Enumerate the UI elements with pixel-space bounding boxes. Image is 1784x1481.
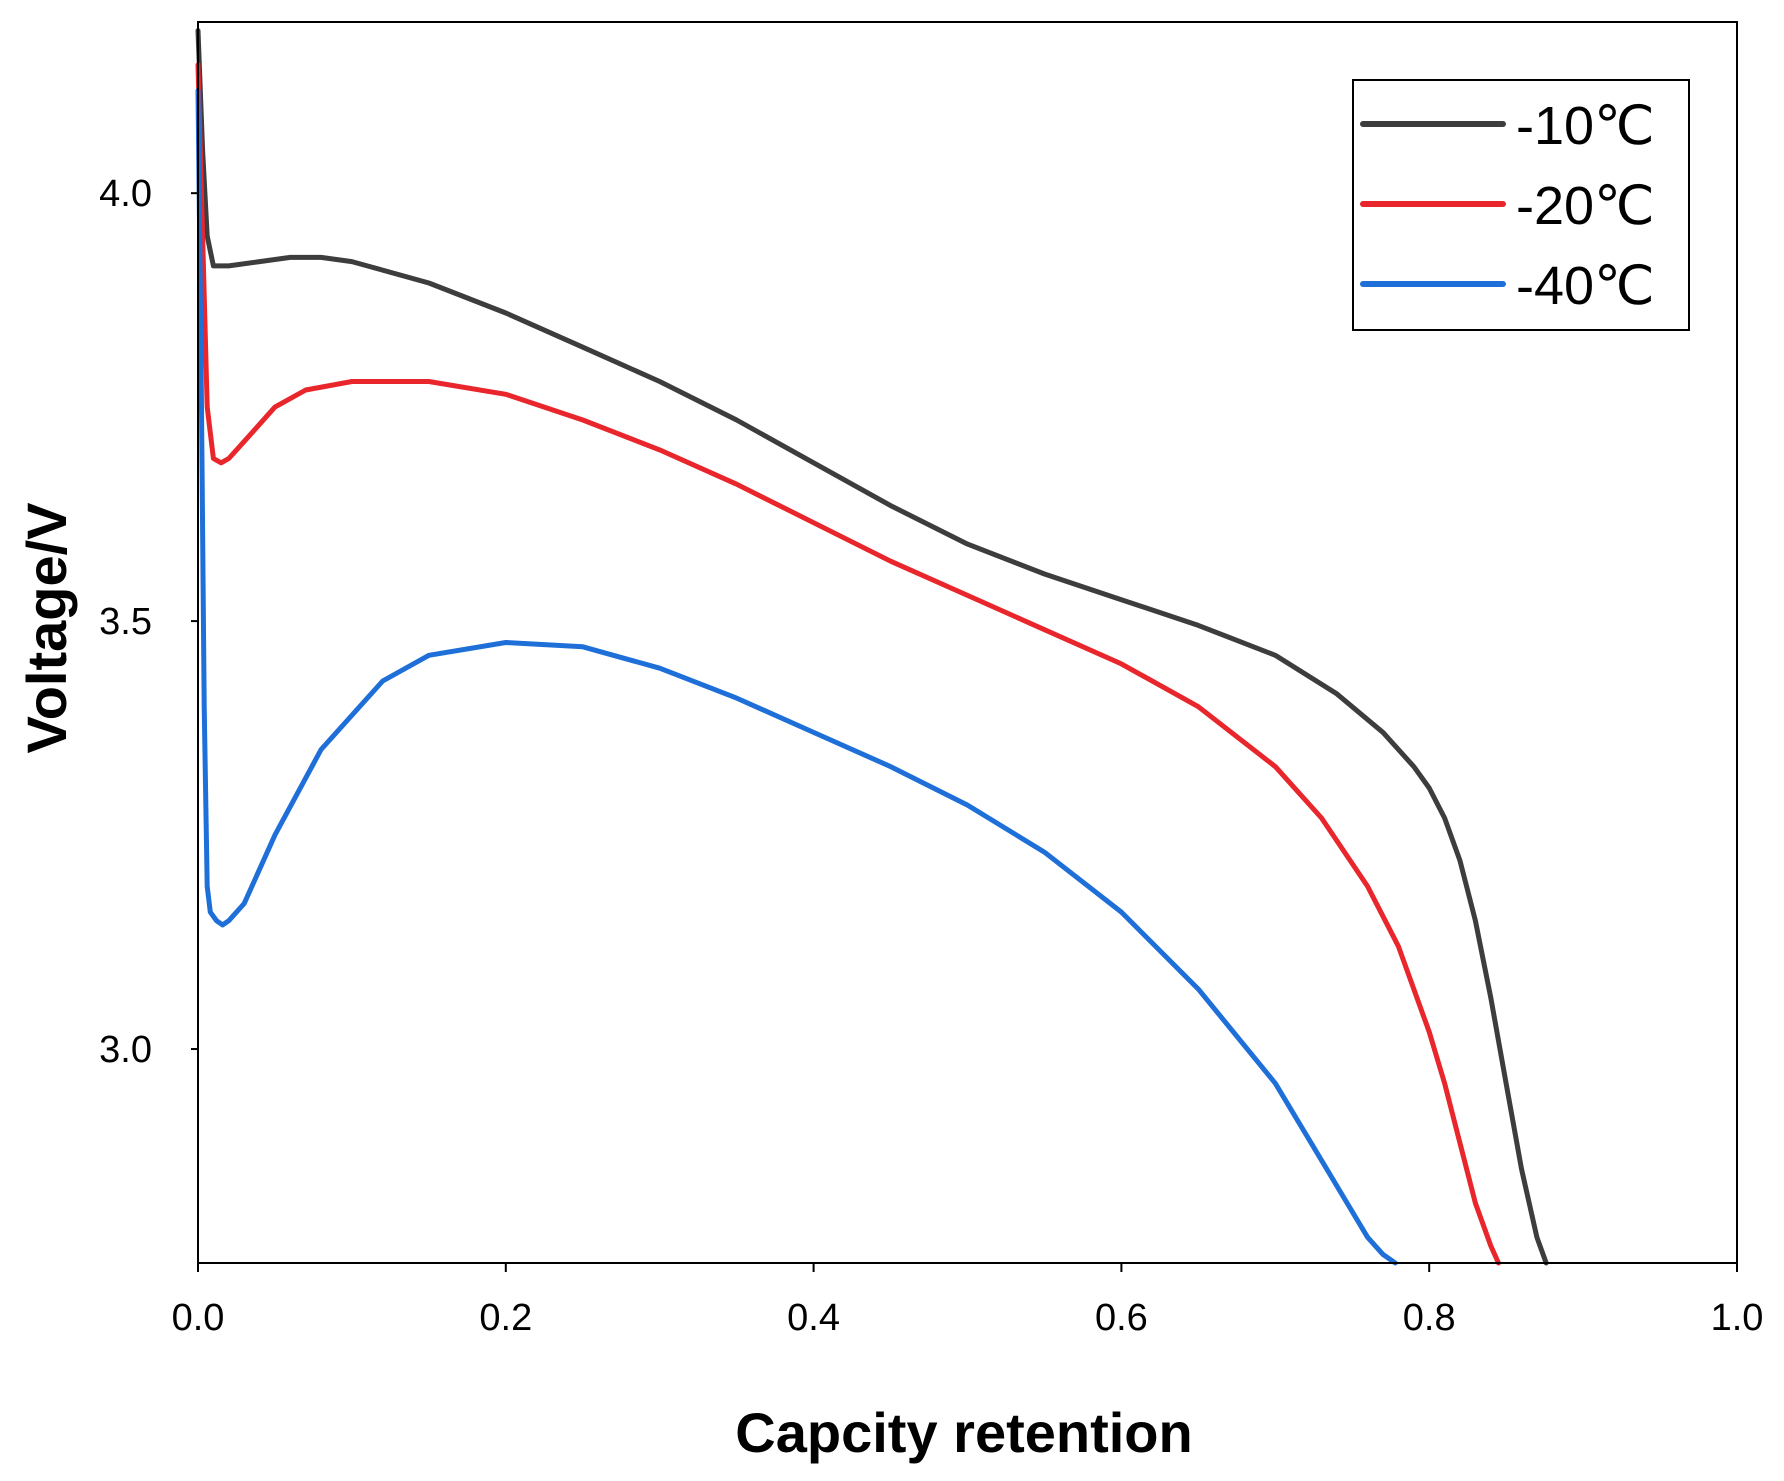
legend-label: -10℃	[1516, 96, 1655, 156]
x-tick-label: 0.2	[479, 1297, 532, 1339]
legend-label: -20℃	[1516, 176, 1655, 236]
legend: -10℃ -20℃ -40℃	[1352, 79, 1690, 331]
x-tick-label: 0.4	[787, 1297, 840, 1339]
x-tick-label: 0.6	[1095, 1297, 1148, 1339]
y-axis-title: Voltage/V	[15, 502, 78, 753]
series-line-1	[195, 28, 1549, 1266]
y-tick-label: 3.5	[99, 601, 152, 643]
y-tick-label: 3.0	[99, 1029, 152, 1071]
axes: 0.0 0.2 0.4 0.6 0.8 1.0 3.0 3.5 4.0	[99, 22, 1763, 1339]
series-layer	[195, 28, 1549, 1266]
x-axis-title: Capcity retention	[735, 1401, 1192, 1464]
y-tick-label: 4.0	[99, 173, 152, 215]
x-tick-label: 0.8	[1403, 1297, 1456, 1339]
x-tick-label: 1.0	[1711, 1297, 1764, 1339]
series-line-3	[195, 88, 1398, 1266]
legend-label: -40℃	[1516, 256, 1655, 316]
series-line-2	[195, 62, 1501, 1266]
x-tick-label: 0.0	[172, 1297, 225, 1339]
